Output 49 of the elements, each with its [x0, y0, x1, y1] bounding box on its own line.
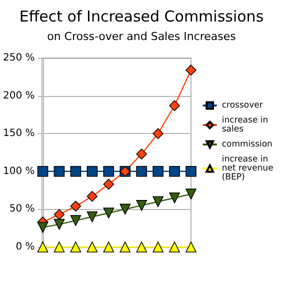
- point: [152, 242, 164, 252]
- y-tick-label: 150 %: [2, 128, 35, 140]
- point: [37, 242, 48, 252]
- point: [120, 204, 131, 215]
- point: [136, 148, 147, 160]
- point: [103, 208, 114, 218]
- point: [186, 188, 196, 200]
- point: [103, 242, 114, 252]
- point: [70, 166, 82, 177]
- point: [152, 166, 164, 177]
- y-tick-label: 200 %: [2, 90, 35, 102]
- point: [186, 166, 196, 177]
- point: [86, 190, 98, 202]
- point: [70, 215, 82, 226]
- point: [169, 242, 180, 252]
- point: [136, 242, 147, 252]
- legend-label: increase in sales: [222, 116, 271, 134]
- point: [37, 166, 48, 177]
- point: [54, 218, 65, 230]
- point: [103, 178, 114, 190]
- point: [86, 242, 98, 252]
- legend-label: increase in net revenue (BEP): [222, 154, 276, 182]
- point: [152, 196, 164, 208]
- chart-subtitle: on Cross-over and Sales Increases: [47, 30, 236, 43]
- y-tick-label: 0 %: [16, 242, 35, 252]
- point: [37, 222, 48, 233]
- point: [54, 242, 65, 252]
- point: [70, 242, 82, 252]
- chart-title: Effect of Increased Commissions: [19, 8, 264, 26]
- point: [169, 192, 180, 204]
- point: [169, 100, 180, 112]
- point: [86, 166, 98, 177]
- legend-label: commission: [222, 140, 272, 150]
- point: [54, 166, 65, 177]
- point: [169, 166, 180, 177]
- point: [103, 166, 114, 177]
- point: [120, 242, 131, 252]
- y-tick-label: 250 %: [2, 52, 35, 64]
- point: [152, 128, 164, 139]
- point: [86, 211, 98, 222]
- point: [136, 200, 147, 211]
- point: [70, 200, 82, 212]
- point: [186, 242, 196, 252]
- y-tick-label: 50 %: [9, 204, 35, 215]
- point: [186, 64, 196, 76]
- legend-label: crossover: [222, 100, 264, 110]
- point: [54, 209, 65, 220]
- y-tick-label: 100 %: [2, 166, 35, 177]
- point: [136, 166, 147, 177]
